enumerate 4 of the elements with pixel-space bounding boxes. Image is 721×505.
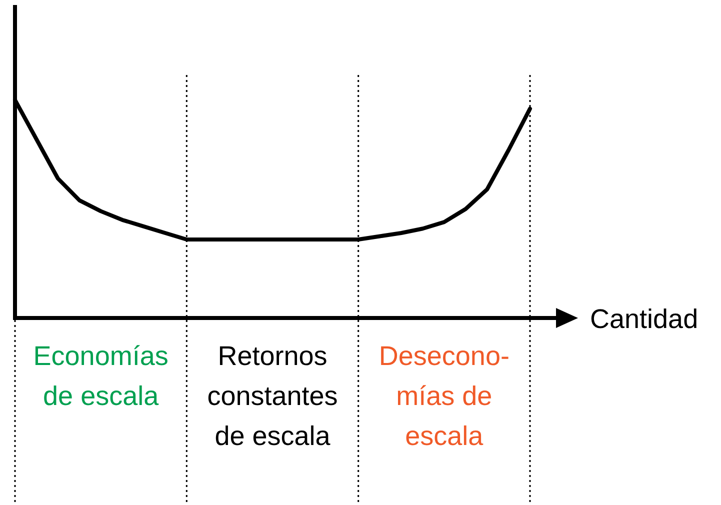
- text: Desecono- mías de escala: [378, 341, 510, 451]
- x-axis-title: Cantidad: [590, 304, 698, 334]
- text: Economías de escala: [33, 341, 168, 411]
- text: Retornos constantes de escala: [207, 341, 338, 451]
